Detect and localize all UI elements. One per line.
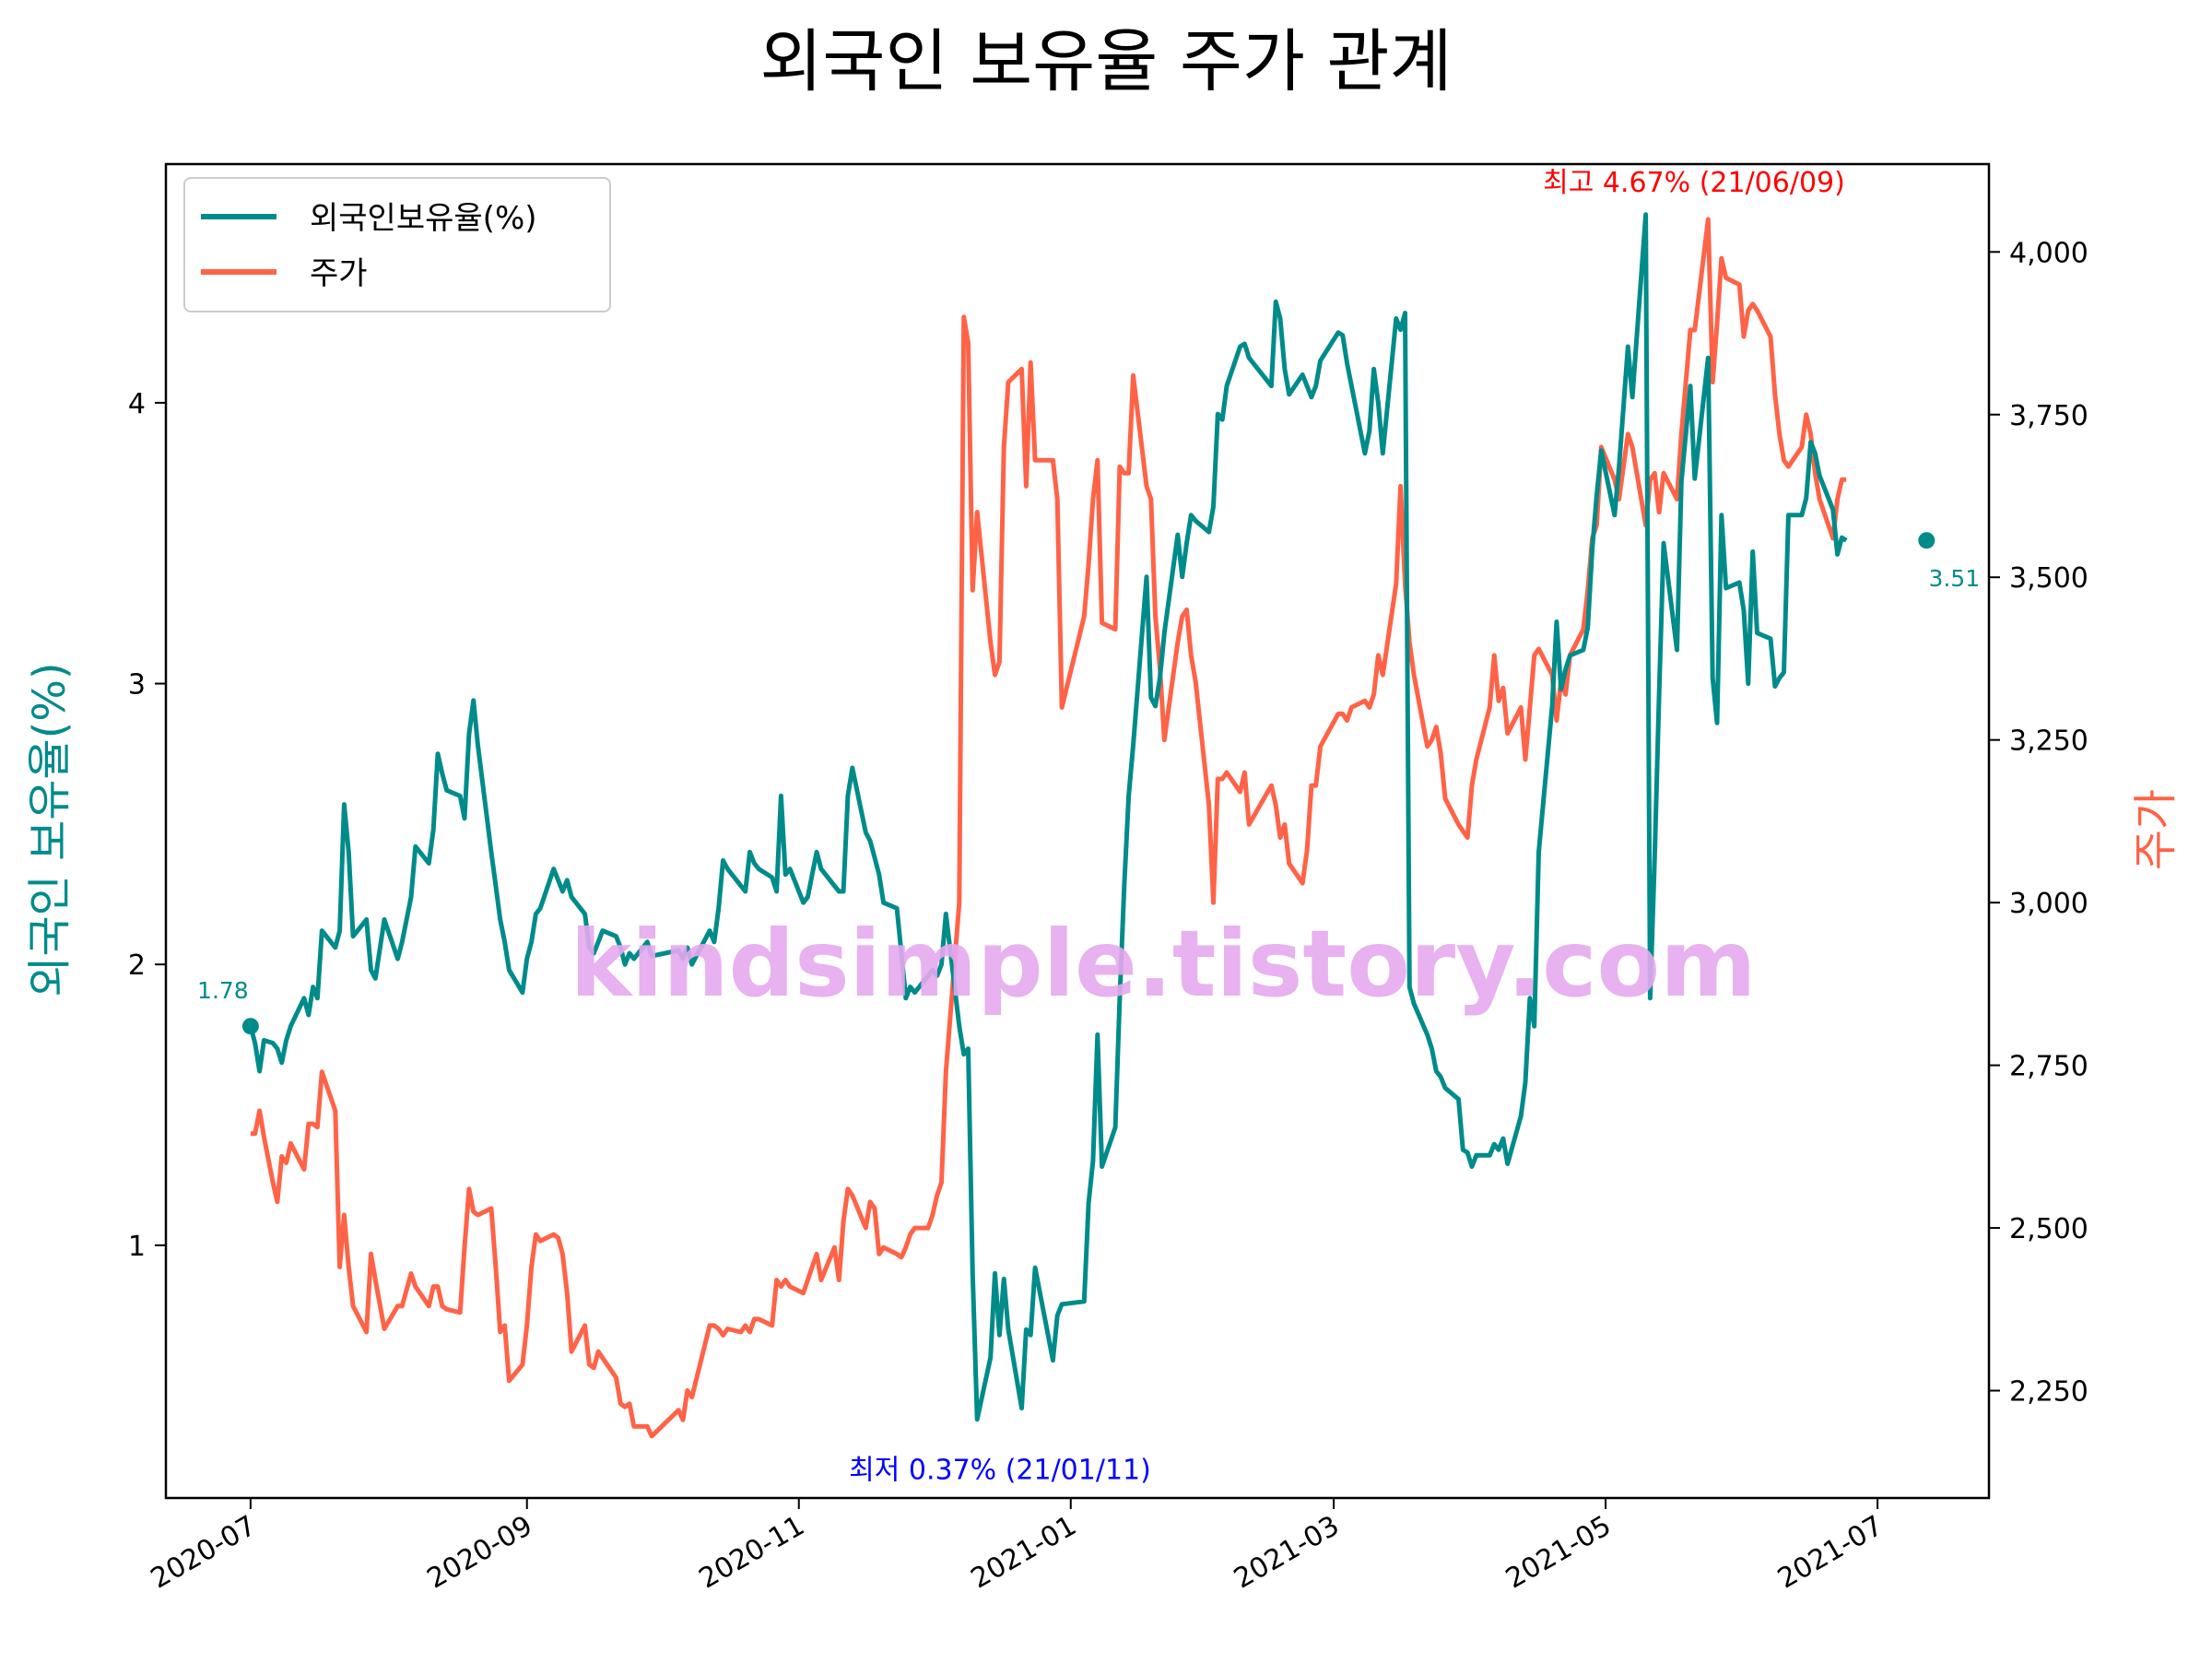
y-left-tick-label: 2 bbox=[128, 949, 146, 982]
y-right-tick-label: 3,750 bbox=[2009, 400, 2088, 432]
y-axis-label-right: 주가 bbox=[2130, 789, 2182, 870]
annotation-min: 최저 0.37% (21/01/11) bbox=[849, 1455, 1151, 1487]
left-y-axis: 1 2 3 4 bbox=[128, 388, 166, 1263]
y-right-tick-label: 2,250 bbox=[2009, 1376, 2088, 1409]
y-right-tick-label: 4,000 bbox=[2009, 237, 2088, 269]
chart-title: 외국인 보유율 주가 관계 bbox=[759, 22, 1452, 101]
legend-label-price: 주가 bbox=[310, 255, 368, 292]
legend: 외국인보유율(%) 주가 bbox=[183, 177, 611, 313]
y-right-tick-label: 2,500 bbox=[2009, 1213, 2088, 1245]
end-marker bbox=[1918, 532, 1936, 549]
y-axis-label-left: 외국인 보유율(%) bbox=[24, 662, 76, 997]
y-left-tick-label: 1 bbox=[128, 1231, 146, 1263]
y-left-tick-label: 3 bbox=[128, 669, 146, 702]
y-right-tick-label: 3,500 bbox=[2009, 562, 2088, 595]
annotation-max: 최고 4.67% (21/06/09) bbox=[1543, 167, 1845, 199]
y-left-tick-label: 4 bbox=[128, 388, 146, 420]
annotation-start-value: 1.78 bbox=[197, 977, 249, 1004]
watermark: kindsimple.tistory.com bbox=[571, 910, 1757, 1018]
series-line-foreign-ratio bbox=[248, 212, 1848, 1422]
endpoint-markers bbox=[241, 532, 1936, 1035]
y-right-tick-label: 3,000 bbox=[2009, 888, 2088, 920]
plot-frame bbox=[164, 162, 1991, 1500]
annotation-end-value: 3.51 bbox=[1928, 565, 1980, 592]
right-y-axis: 2,250 2,500 2,750 3,000 3,250 3,500 3,750 4,000 bbox=[1989, 237, 2088, 1409]
legend-label-foreign-ratio: 외국인보유율(%) bbox=[310, 200, 537, 237]
series-line-price bbox=[250, 217, 1847, 1439]
start-marker bbox=[241, 1018, 259, 1035]
y-right-tick-label: 2,750 bbox=[2009, 1051, 2088, 1083]
legend-box bbox=[183, 177, 611, 313]
y-right-tick-label: 3,250 bbox=[2009, 725, 2088, 758]
